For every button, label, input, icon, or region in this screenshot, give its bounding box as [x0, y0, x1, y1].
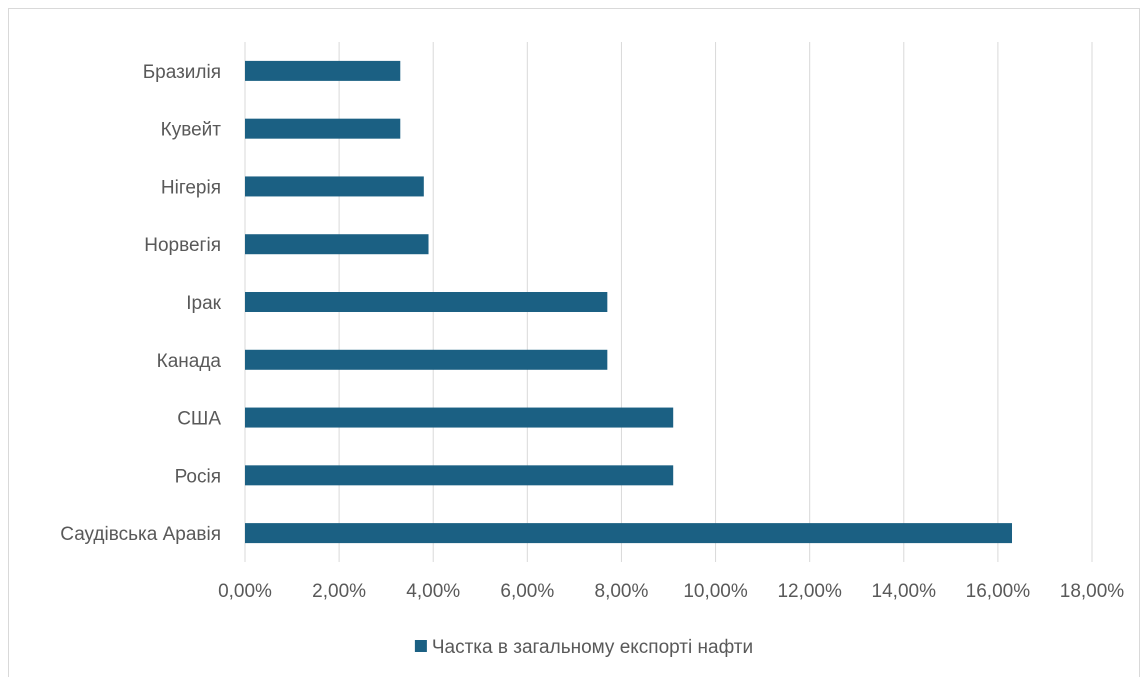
category-label-8: Саудівська Аравія	[60, 524, 221, 545]
bar-8	[245, 523, 1013, 544]
chart-frame	[8, 8, 1140, 677]
legend-label: Частка в загальному експорті нафти	[432, 637, 753, 658]
bar-0	[245, 60, 401, 81]
category-label-5: Канада	[157, 351, 222, 372]
category-label-3: Норвегія	[144, 235, 221, 256]
x-tick-label-2: 4,00%	[406, 581, 460, 602]
x-tick-labels: 0,00% 2,00% 4,00% 6,00% 8,00% 10,00% 12,00% 14,…	[218, 581, 1124, 602]
category-label-2: Нігерія	[161, 177, 221, 198]
bar-2	[245, 176, 424, 197]
x-tick-label-5: 10,00%	[683, 581, 748, 602]
bar-1	[245, 118, 401, 139]
x-tick-label-0: 0,00%	[218, 581, 272, 602]
x-tick-label-1: 2,00%	[312, 581, 366, 602]
bar-6	[245, 407, 674, 428]
category-label-1: Кувейт	[161, 120, 222, 141]
x-tick-label-9: 18,00%	[1060, 581, 1125, 602]
bar-5	[245, 349, 608, 370]
bar-7	[245, 465, 674, 486]
x-tick-label-8: 16,00%	[966, 581, 1031, 602]
bar-3	[245, 234, 429, 255]
category-labels: Бразилія Кувейт Нігерія Норвегія Ірак Канада С…	[60, 62, 221, 545]
category-label-7: Росія	[175, 466, 221, 487]
bars	[245, 60, 1013, 544]
x-tick-label-6: 12,00%	[777, 581, 842, 602]
category-label-0: Бразилія	[143, 62, 221, 83]
x-tick-label-3: 6,00%	[500, 581, 554, 602]
legend: Частка в загальному експорті нафти	[414, 637, 753, 658]
bar-4	[245, 292, 608, 312]
x-tick-label-7: 14,00%	[872, 581, 937, 602]
x-tick-label-4: 8,00%	[595, 581, 649, 602]
legend-swatch	[414, 640, 427, 652]
category-label-4: Ірак	[186, 293, 221, 314]
category-label-6: США	[177, 409, 221, 430]
